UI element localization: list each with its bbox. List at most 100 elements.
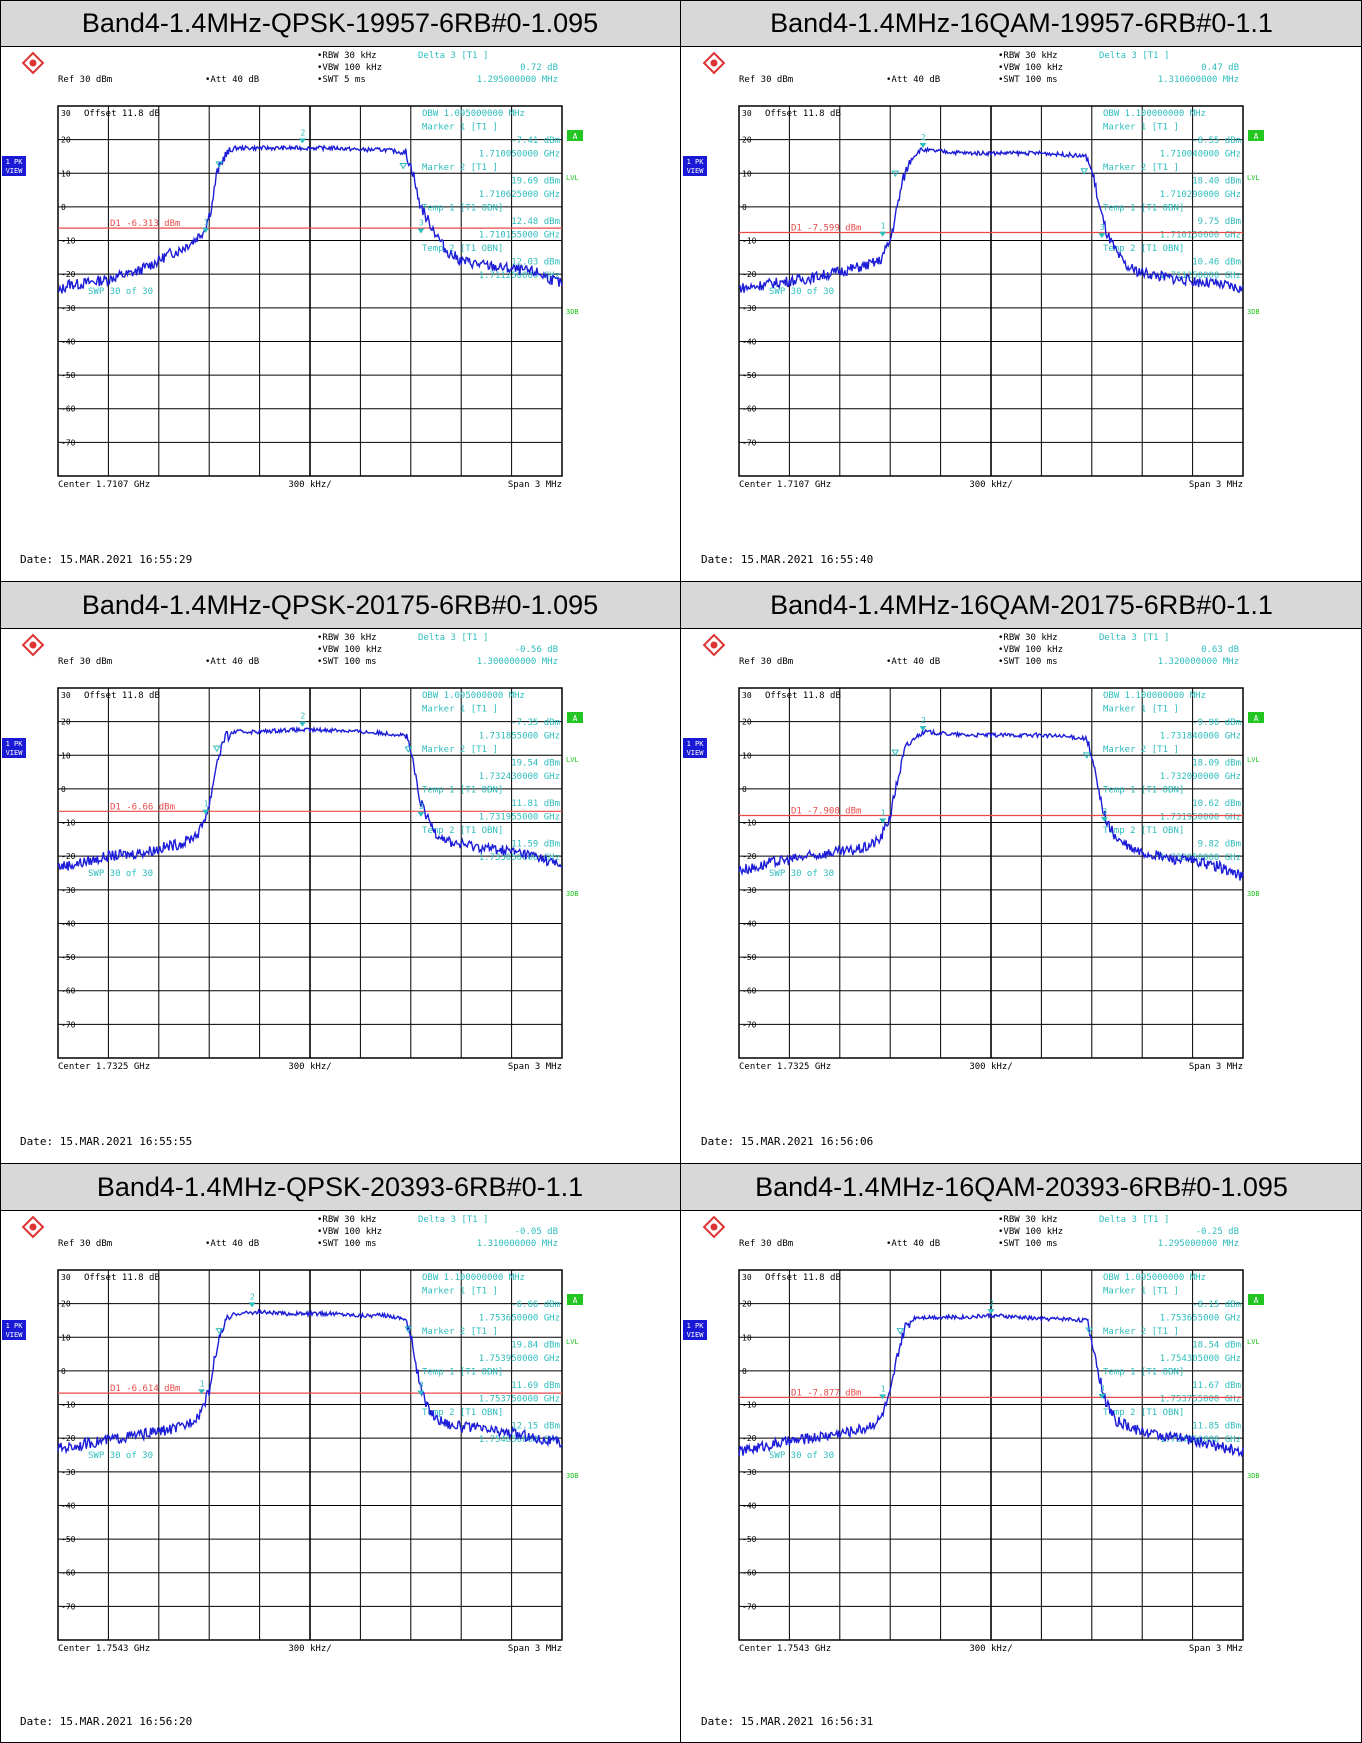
spectrum-trace bbox=[738, 1312, 1244, 1458]
date-stamp: Date: 15.MAR.2021 16:56:20 bbox=[20, 1715, 192, 1728]
logo-dot bbox=[710, 641, 718, 649]
att-label: •Att 40 dB bbox=[886, 75, 940, 85]
view-badge bbox=[683, 1320, 707, 1340]
y-tick-label: -70 bbox=[61, 1020, 76, 1029]
y-tick-label: -10 bbox=[61, 819, 76, 828]
marker-readout: Temp 2 [T1 OBN] bbox=[1103, 1408, 1184, 1418]
view-badge bbox=[2, 738, 26, 758]
y-tick-label: -50 bbox=[742, 1535, 757, 1544]
marker-number: 3 bbox=[1102, 807, 1107, 816]
marker-readout: 11.59 dBm bbox=[511, 840, 560, 850]
marker-readout: 1.710150000 GHz bbox=[1160, 231, 1241, 241]
marker-readout: Temp 1 [T1 OBN] bbox=[1103, 786, 1184, 796]
y-tick-label: 0 bbox=[61, 785, 66, 794]
delta-frequency: 1.300000000 MHz bbox=[477, 657, 558, 667]
y-tick-label: -40 bbox=[61, 337, 76, 346]
y-tick-label: -20 bbox=[61, 852, 76, 861]
rbw-label: •RBW 30 kHz bbox=[998, 633, 1058, 643]
y-tick-label: -30 bbox=[742, 1468, 757, 1477]
y-tick-label: -30 bbox=[742, 886, 757, 895]
marker-triangle bbox=[298, 721, 306, 727]
marker-readout: 1.753755000 GHz bbox=[1160, 1395, 1241, 1405]
marker-readout: Marker 2 [T1 ] bbox=[422, 1327, 498, 1337]
marker-readout: -7.35 dBm bbox=[511, 718, 560, 728]
sweep-label: SWP 30 of 30 bbox=[769, 1451, 834, 1461]
spectrum-panel: Band4-1.4MHz-QPSK-20175-6RB#0-1.095 •RBW… bbox=[0, 582, 680, 1163]
db-label: 3DB bbox=[566, 308, 579, 316]
center-frequency: Center 1.7325 GHz bbox=[739, 1062, 831, 1072]
marker-number: 1 bbox=[204, 800, 209, 809]
marker-readout: Marker 1 [T1 ] bbox=[422, 705, 498, 715]
trace-a-badge bbox=[1248, 130, 1264, 141]
view-badge bbox=[683, 738, 707, 758]
att-label: •Att 40 dB bbox=[886, 657, 940, 667]
sweep-label: SWP 30 of 30 bbox=[88, 869, 153, 879]
spectrum-plot: •RBW 30 kHz •VBW 100 kHz •SWT 100 ms Ref 30… bbox=[683, 51, 1264, 566]
marker-readout: Marker 1 [T1 ] bbox=[1103, 1287, 1179, 1297]
delta-title: Delta 3 [T1 ] bbox=[1099, 1215, 1169, 1225]
date-stamp: Date: 15.MAR.2021 16:55:55 bbox=[20, 1135, 192, 1148]
marker-readout: 1.753655000 GHz bbox=[1160, 1314, 1241, 1324]
marker-readout: 1.731855000 GHz bbox=[479, 732, 560, 742]
span-label: Span 3 MHz bbox=[1189, 1062, 1243, 1072]
rohde-schwarz-logo-icon bbox=[21, 633, 45, 657]
marker-readout: 1.753650000 GHz bbox=[479, 1314, 560, 1324]
marker-readout: 12.48 dBm bbox=[511, 217, 560, 227]
vbw-label: •VBW 100 kHz bbox=[317, 1227, 382, 1237]
view-badge bbox=[683, 156, 707, 176]
pk-label: 1 PK bbox=[6, 158, 24, 166]
spectrum-plot: •RBW 30 kHz •VBW 100 kHz •SWT 100 ms Ref 30… bbox=[683, 1215, 1264, 1728]
marker-readout: OBW 1.095000000 MHz bbox=[422, 691, 525, 701]
marker-readout: 10.46 dBm bbox=[1192, 258, 1241, 268]
swt-label: •SWT 100 ms bbox=[317, 1239, 377, 1249]
date-stamp: Date: 15.MAR.2021 16:56:06 bbox=[701, 1135, 873, 1148]
pk-label: 1 PK bbox=[687, 1322, 705, 1330]
marker-number: 2 bbox=[921, 133, 926, 142]
y-tick-label: -20 bbox=[61, 270, 76, 279]
temp-marker bbox=[404, 746, 413, 753]
marker-readout: Marker 1 [T1 ] bbox=[1103, 705, 1179, 715]
marker-number: 3 bbox=[419, 802, 424, 811]
marker-readout: 1.731950000 GHz bbox=[1160, 813, 1241, 823]
y-tick-label: 0 bbox=[742, 785, 747, 794]
delta-value: 0.63 dB bbox=[1201, 645, 1239, 655]
view-label: VIEW bbox=[6, 1331, 24, 1339]
span-label: Span 3 MHz bbox=[1189, 1644, 1243, 1654]
marker-readout: -9.96 dBm bbox=[1192, 718, 1241, 728]
y-tick-label: -40 bbox=[742, 919, 757, 928]
logo-dot bbox=[710, 1223, 718, 1231]
y-tick-label: -50 bbox=[61, 1535, 76, 1544]
y-tick-label: -60 bbox=[742, 405, 757, 414]
vbw-label: •VBW 100 kHz bbox=[998, 63, 1063, 73]
y-tick-label: -70 bbox=[742, 1020, 757, 1029]
marker-readout: 1.754850000 GHz bbox=[479, 1435, 560, 1445]
center-frequency: Center 1.7543 GHz bbox=[58, 1644, 150, 1654]
marker-readout: Marker 1 [T1 ] bbox=[1103, 123, 1179, 133]
spectrum-panel: Band4-1.4MHz-QPSK-19957-6RB#0-1.095 •RBW… bbox=[0, 0, 680, 581]
y-tick-label: -30 bbox=[61, 1468, 76, 1477]
swt-label: •SWT 5 ms bbox=[317, 75, 366, 85]
sweep-label: SWP 30 of 30 bbox=[88, 287, 153, 297]
y-tick-label: -10 bbox=[742, 237, 757, 246]
marker-readout: -8.55 dBm bbox=[1192, 136, 1241, 146]
y-tick-label: -70 bbox=[61, 438, 76, 447]
marker-readout: 11.67 dBm bbox=[1192, 1381, 1241, 1391]
panel-title: Band4-1.4MHz-16QAM-20175-6RB#0-1.1 bbox=[681, 582, 1362, 629]
marker-readout: 10.62 dBm bbox=[1192, 799, 1241, 809]
ref-label: Ref 30 dBm bbox=[58, 75, 112, 85]
trace-a-badge bbox=[1248, 712, 1264, 723]
y-tick-label: -60 bbox=[61, 405, 76, 414]
marker-readout: 19.84 dBm bbox=[511, 1341, 560, 1351]
marker-readout: -6.66 dBm bbox=[511, 1300, 560, 1310]
y-tick-label: -20 bbox=[61, 1434, 76, 1443]
offset-label: Offset 11.8 dB bbox=[765, 109, 841, 119]
delta-title: Delta 3 [T1 ] bbox=[1099, 633, 1169, 643]
d1-label: D1 -6.614 dBm bbox=[110, 1384, 180, 1394]
marker-number: 3 bbox=[1100, 1384, 1105, 1393]
y-tick-label: 10 bbox=[742, 1333, 752, 1342]
marker-readout: Marker 2 [T1 ] bbox=[1103, 1327, 1179, 1337]
pk-label: 1 PK bbox=[687, 740, 705, 748]
marker-readout: -8.15 dBm bbox=[1192, 1300, 1241, 1310]
y-tick-label: -30 bbox=[742, 304, 757, 313]
marker-readout: 1.731840000 GHz bbox=[1160, 732, 1241, 742]
